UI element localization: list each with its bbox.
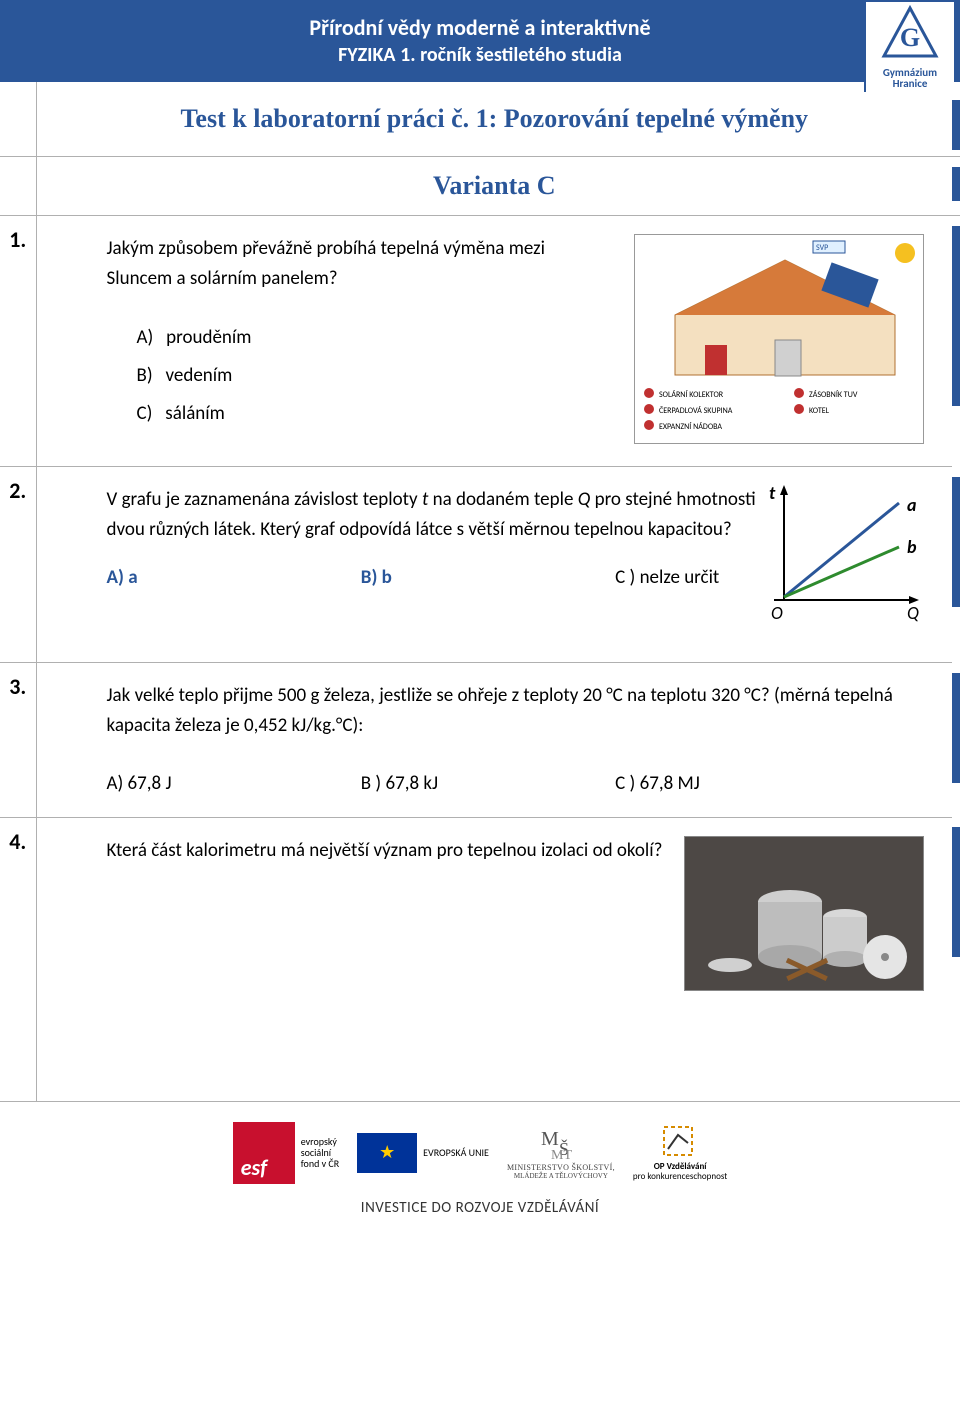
q2-optA: A) a (107, 566, 357, 589)
header-line1: Přírodní vědy moderně a interaktivně (0, 14, 960, 41)
footer-tagline: INVESTICE DO ROZVOJE VZDĚLÁVÁNÍ (0, 1199, 960, 1217)
q1-optB: vedením (166, 364, 233, 387)
solar-house-diagram: SOLÁRNÍ KOLEKTOR ČERPADLOVÁ SKUPINA EXPA… (634, 234, 924, 444)
q2-optB: B) b (361, 566, 611, 589)
svg-text:a: a (907, 494, 917, 516)
svg-text:t: t (769, 485, 776, 504)
page: Přírodní vědy moderně a interaktivně FYZ… (0, 0, 960, 1247)
eu-logo-block: ★ EVROPSKÁ UNIE (357, 1133, 489, 1173)
footer-logos: evropský sociální fond v ČR ★ EVROPSKÁ U… (233, 1122, 728, 1184)
svg-text:ČERPADLOVÁ SKUPINA: ČERPADLOVÁ SKUPINA (659, 406, 733, 416)
school-logo: G Gymnázium Hranice (864, 2, 954, 92)
svg-text:b: b (907, 536, 917, 558)
q1-optB-label: B) (137, 364, 153, 387)
q3-optB: B ) 67,8 kJ (361, 772, 611, 795)
footer: evropský sociální fond v ČR ★ EVROPSKÁ U… (0, 1101, 960, 1247)
svg-text:ZÁSOBNÍK TUV: ZÁSOBNÍK TUV (809, 390, 858, 400)
svg-text:O: O (771, 602, 783, 624)
svg-text:SVP: SVP (816, 243, 828, 253)
q3-options: A) 67,8 J B ) 67,8 kJ C ) 67,8 MJ (107, 772, 925, 795)
q4-number: 4. (0, 817, 36, 1101)
q3-optC: C ) 67,8 MJ (615, 772, 700, 795)
q3-text: Jak velké teplo přijme 500 g železa, jes… (107, 681, 925, 742)
eu-label: EVROPSKÁ UNIE (423, 1147, 489, 1158)
opvk-logo-block: OP Vzdělávání pro konkurenceschopnost (633, 1123, 727, 1182)
svg-text:MT: MT (551, 1148, 572, 1161)
svg-text:G: G (900, 23, 920, 52)
calorimeter-photo (684, 836, 924, 991)
logo-caption-2: Hranice (866, 78, 954, 89)
variant-title: Varianta C (37, 157, 953, 215)
header-line2: FYZIKA 1. ročník šestiletého studia (0, 43, 960, 67)
q1-optC: sáláním (165, 402, 225, 425)
q1-cell: SOLÁRNÍ KOLEKTOR ČERPADLOVÁ SKUPINA EXPA… (36, 216, 952, 467)
opvk-icon (660, 1123, 700, 1159)
q3-cell: Jak velké teplo přijme 500 g železa, jes… (36, 663, 952, 818)
header-band: Přírodní vědy moderně a interaktivně FYZ… (0, 0, 960, 82)
esf-line3: fond v ČR (301, 1158, 339, 1169)
svg-text:SOLÁRNÍ KOLEKTOR: SOLÁRNÍ KOLEKTOR (659, 390, 724, 400)
q2-text-p1: V grafu je zaznamenána závislost teploty (107, 488, 422, 511)
q4-cell: Která část kalorimetru má největší význa… (36, 817, 952, 1101)
q1-optA: prouděním (166, 326, 251, 349)
q2-var-Q: Q (578, 488, 591, 511)
eu-flag-icon: ★ (357, 1133, 417, 1173)
msmt-line2: MLÁDEŽE A TĚLOVÝCHOVY (507, 1173, 615, 1181)
svg-text:KOTEL: KOTEL (809, 406, 830, 416)
msmt-icon: M Š MT (539, 1125, 583, 1161)
svg-text:Q: Q (907, 602, 919, 624)
svg-text:M: M (541, 1128, 559, 1150)
content-table: Test k laboratorní práci č. 1: Pozorován… (0, 82, 960, 1101)
q1-optC-label: C) (137, 402, 153, 425)
q2-text-p2: na dodaném teple (428, 488, 577, 511)
opvk-line2: pro konkurenceschopnost (633, 1172, 727, 1182)
q2-graph: t a b O Q (769, 485, 924, 640)
q2-number: 2. (0, 467, 36, 663)
svg-text:EXPANZNÍ NÁDOBA: EXPANZNÍ NÁDOBA (659, 422, 722, 432)
test-title: Test k laboratorní práci č. 1: Pozorován… (37, 82, 953, 156)
q1-number: 1. (0, 216, 36, 467)
q2-optC: C ) nelze určit (615, 566, 719, 589)
q3-number: 3. (0, 663, 36, 818)
q3-optA: A) 67,8 J (107, 772, 357, 795)
msmt-logo-block: M Š MT MINISTERSTVO ŠKOLSTVÍ, MLÁDEŽE A … (507, 1125, 615, 1181)
esf-logo-icon (233, 1122, 295, 1184)
q2-cell: t a b O Q V grafu je zaznamenána závislo… (36, 467, 952, 663)
q1-optA-label: A) (137, 326, 154, 349)
esf-logo-block: evropský sociální fond v ČR (233, 1122, 339, 1184)
triangle-logo-icon: G (880, 4, 940, 64)
